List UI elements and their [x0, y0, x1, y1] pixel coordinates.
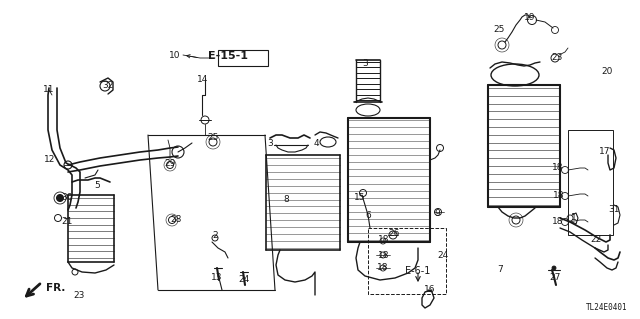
- Text: 24: 24: [238, 275, 250, 284]
- Text: 20: 20: [602, 68, 612, 77]
- Text: 15: 15: [355, 194, 365, 203]
- Text: E-15-1: E-15-1: [208, 51, 248, 61]
- Text: 25: 25: [207, 133, 219, 143]
- Text: 30: 30: [61, 194, 73, 203]
- Circle shape: [552, 266, 556, 270]
- Text: E-6-1: E-6-1: [405, 266, 431, 276]
- Text: 26: 26: [388, 229, 400, 239]
- Text: 23: 23: [551, 54, 563, 63]
- Text: 21: 21: [61, 218, 73, 226]
- Bar: [568, 130, 613, 235]
- Text: 7: 7: [497, 265, 503, 275]
- Text: 18: 18: [552, 218, 564, 226]
- Text: 32: 32: [102, 81, 114, 91]
- Text: 23: 23: [74, 291, 84, 300]
- Text: 18: 18: [552, 164, 564, 173]
- Circle shape: [56, 195, 63, 202]
- Text: 9: 9: [434, 209, 440, 218]
- Text: 18: 18: [553, 191, 564, 201]
- Text: 18: 18: [378, 250, 390, 259]
- Text: 19: 19: [524, 13, 536, 23]
- Text: 6: 6: [365, 211, 371, 219]
- Text: 18: 18: [378, 235, 390, 244]
- Text: FR.: FR.: [46, 283, 65, 293]
- Text: 24: 24: [437, 250, 449, 259]
- Text: 3: 3: [267, 138, 273, 147]
- Text: 13: 13: [211, 273, 223, 283]
- Text: 4: 4: [313, 138, 319, 147]
- Bar: [368, 228, 446, 294]
- Text: 27: 27: [549, 273, 561, 283]
- Text: 22: 22: [590, 235, 602, 244]
- Text: 17: 17: [599, 147, 611, 157]
- Text: 10: 10: [169, 51, 180, 61]
- Text: 12: 12: [44, 155, 56, 165]
- Bar: [218, 50, 268, 66]
- Text: 14: 14: [197, 76, 209, 85]
- Text: 1: 1: [571, 213, 577, 222]
- Text: 2: 2: [212, 232, 218, 241]
- Text: 8: 8: [283, 196, 289, 204]
- Text: 11: 11: [44, 85, 55, 94]
- Text: 3: 3: [362, 58, 368, 68]
- Text: 5: 5: [94, 181, 100, 189]
- Text: 29: 29: [164, 159, 176, 167]
- Text: 16: 16: [424, 286, 436, 294]
- Text: TL24E0401: TL24E0401: [586, 303, 628, 312]
- Text: 31: 31: [608, 205, 620, 214]
- Text: 28: 28: [170, 216, 182, 225]
- Text: 18: 18: [377, 263, 388, 272]
- Text: 25: 25: [493, 26, 505, 34]
